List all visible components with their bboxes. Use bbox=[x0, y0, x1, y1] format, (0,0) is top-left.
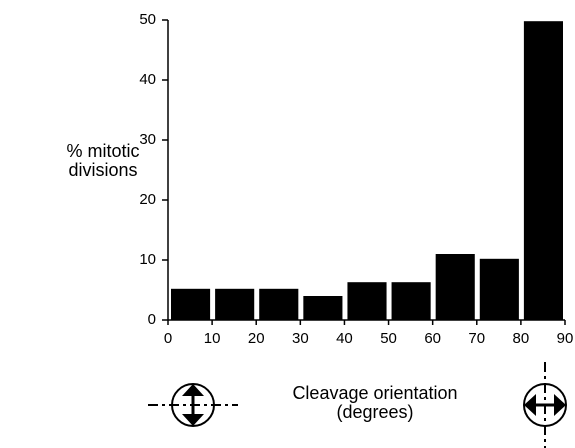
x-tick-label: 10 bbox=[204, 330, 221, 347]
x-tick-label: 60 bbox=[424, 330, 441, 347]
x-tick-label: 70 bbox=[468, 330, 485, 347]
x-tick-label: 30 bbox=[292, 330, 309, 347]
x-tick-label: 20 bbox=[248, 330, 265, 347]
x-tick-label: 90 bbox=[557, 330, 574, 347]
x-tick-label: 0 bbox=[164, 330, 172, 347]
x-tick-label: 80 bbox=[513, 330, 530, 347]
bar bbox=[259, 288, 299, 320]
y-tick-label: 0 bbox=[148, 311, 156, 328]
bar bbox=[391, 282, 431, 320]
bar bbox=[523, 21, 563, 320]
x-tick-label: 50 bbox=[380, 330, 397, 347]
y-tick-label: 40 bbox=[139, 71, 156, 88]
x-axis-label: Cleavage orientation (degrees) bbox=[292, 383, 458, 422]
y-tick-label: 10 bbox=[139, 251, 156, 268]
left-icon bbox=[148, 383, 238, 427]
right-icon bbox=[523, 362, 567, 448]
y-tick-label: 30 bbox=[139, 131, 156, 148]
bar bbox=[435, 254, 475, 320]
bar bbox=[347, 282, 387, 320]
y-axis-label: % mitotic divisions bbox=[66, 141, 140, 180]
x-tick-label: 40 bbox=[336, 330, 353, 347]
bar bbox=[479, 258, 519, 320]
bar bbox=[215, 288, 255, 320]
y-tick-label: 20 bbox=[139, 191, 156, 208]
bar bbox=[303, 296, 343, 320]
bar bbox=[171, 288, 211, 320]
y-tick-label: 50 bbox=[139, 11, 156, 28]
